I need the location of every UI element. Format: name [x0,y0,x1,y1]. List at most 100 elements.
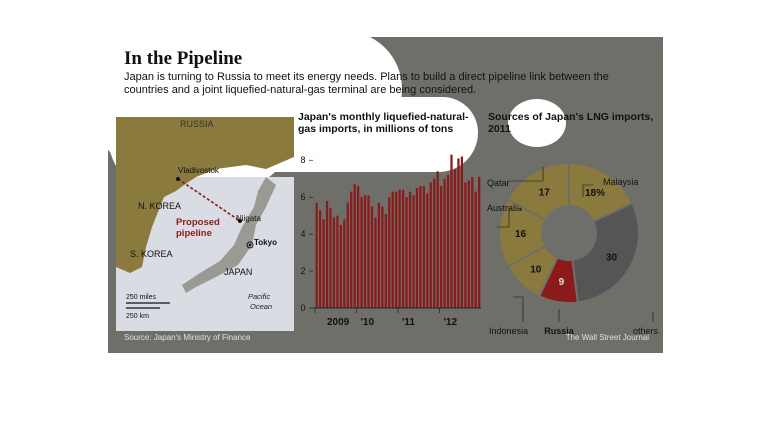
white-overlay [508,99,566,147]
lng-import-bar [363,195,367,308]
ocean-label-1: Pacific [248,292,270,301]
y-tick-label: 6 [300,192,305,202]
vladivostok-marker [176,177,180,181]
japan-label: JAPAN [224,267,252,277]
leader-line [582,184,593,197]
lng-import-bar [381,206,384,308]
japan-land [182,177,276,293]
lng-import-bar [357,186,360,308]
lng-import-bar [419,186,422,308]
ocean-label-2: Ocean [250,302,272,311]
lng-import-bar [440,186,443,308]
slice-name-label: Qatar [487,178,510,188]
lng-import-bar [450,154,453,308]
pie-chart-title: Sources of Japan's LNG imports, 2011 [488,111,654,135]
slice-name-label: Australia [487,203,522,213]
tokyo-marker [246,241,254,249]
graphic-panel: In the Pipeline Japan is turning to Russ… [108,37,663,353]
lng-import-bar [453,169,457,308]
y-tick-label: 4 [300,229,305,239]
slice-name-label: Russia [544,326,575,336]
lng-import-bar [429,182,432,308]
slice-value-label: 18% [585,188,605,199]
y-tick-label: 8 [300,155,305,165]
slice-value-label: 17 [539,187,551,198]
china-label: CHINA [130,159,158,169]
lng-import-bar [467,180,470,308]
x-tick-label: '11 [402,317,415,328]
slice-value-label: 9 [559,277,565,288]
russia-label: RUSSIA [180,119,214,129]
n-korea-label: N. KOREA [138,201,181,211]
x-tick-label: '10 [361,317,375,328]
lng-import-bar [343,219,346,308]
donut-slice-qatar [506,161,570,222]
lng-import-bar [398,189,401,308]
y-tick-label: 2 [300,266,305,276]
lng-import-bar [370,206,374,308]
lng-import-bar [433,178,436,308]
s-korea-label: S. KOREA [130,249,173,259]
lng-import-bar [336,215,339,308]
lng-import-bar [391,191,394,308]
lng-import-bar [478,176,481,308]
lng-import-bar [405,197,408,308]
lng-import-bar [353,184,356,308]
donut-slice-others [571,201,640,304]
slice-value-label: 16 [515,229,527,240]
y-tick-label: 0 [300,303,305,313]
lng-import-bar [332,217,336,308]
niigata-label: Niigata [236,214,261,223]
source-note: Source: Japan's Ministry of Finance [124,333,251,342]
lng-import-bar [436,171,439,308]
lng-import-bar [322,219,325,308]
lng-imports-bar-chart: 0 2 4 6 8 2009 '10 '11 '12 [300,154,481,328]
lng-import-bar [460,156,464,308]
proposed-pipeline-label-2: pipeline [176,228,212,239]
leader-line [497,207,510,228]
slice-value-label: 30 [606,252,618,263]
lng-import-bar [426,193,429,308]
scale-miles-label: 250 miles [126,294,156,301]
lng-import-bar [360,197,363,308]
tokyo-marker-dot [248,243,252,247]
credit-note: The Wall Street Journal [565,333,649,342]
lng-import-bar [412,195,415,308]
lng-import-bar [377,202,381,308]
lng-import-bar [471,176,474,308]
lng-import-bar [443,178,446,308]
pipeline-route [177,178,241,222]
lng-import-bar [346,202,349,308]
x-tick-label: '12 [444,317,458,328]
x-tick-label: 2009 [327,317,350,328]
tokyo-label: Tokyo [254,238,277,247]
vladivostok-label: Vladivostok [178,166,220,175]
proposed-pipeline-label-1: Proposed [176,217,220,228]
lng-import-bar [374,217,377,308]
scale-km-label: 250 km [126,313,149,320]
lng-import-bar [464,182,467,308]
lng-import-bar [329,208,332,308]
lng-import-bar [474,191,477,308]
page-subtitle: Japan is turning to Russia to meet its e… [124,71,609,96]
lng-import-bar [350,191,353,308]
slice-name-label: Indonesia [489,326,528,336]
pipeline-map: RUSSIA CHINA Vladivostok N. KOREA S. KOR… [116,117,294,331]
lng-import-bar [401,189,405,308]
lng-import-bar [395,191,398,308]
lng-import-bar [315,202,318,308]
slice-name-label: others [633,326,659,336]
leader-line [509,167,544,182]
lng-sources-donut-chart: 18%Malaysia 30 others 9 Russia 10 Indonesia 16 A… [487,161,659,336]
lng-import-bar [408,191,412,308]
lng-import-bar [339,224,342,308]
leader-line [513,296,524,322]
page-title: In the Pipeline [124,48,243,69]
lng-import-bar [457,158,460,308]
lng-import-bar [446,175,450,308]
lng-import-bar [388,197,391,308]
lng-import-bar [318,210,322,308]
niigata-marker [238,219,242,223]
slice-value-label: 10 [530,264,542,275]
slice-name-label: Malaysia [603,177,639,187]
